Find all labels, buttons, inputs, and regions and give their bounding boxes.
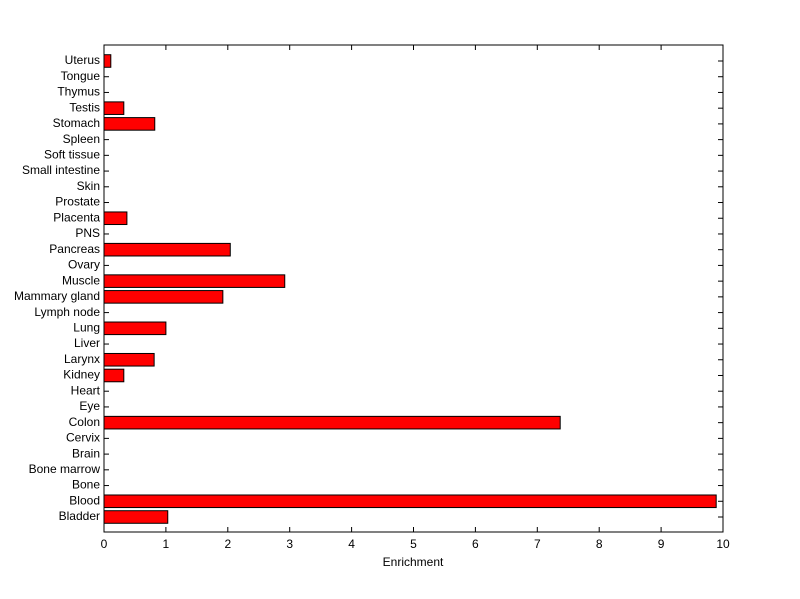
bar (103, 321, 167, 336)
y-tick-label: Stomach (53, 116, 100, 130)
bar (103, 274, 286, 288)
y-tick-label: Mammary gland (14, 289, 100, 303)
x-tick-label: 9 (658, 537, 665, 551)
y-tick-label: Ovary (68, 258, 100, 272)
bar (103, 494, 717, 509)
y-tick-label: Bladder (59, 509, 100, 523)
y-tick-label: Muscle (62, 273, 100, 287)
bar (103, 510, 169, 524)
x-tick-label: 10 (716, 537, 730, 551)
y-tick-label: Bone marrow (29, 462, 101, 476)
y-tick-label: Tongue (61, 69, 101, 83)
y-tick-label: Soft tissue (44, 148, 100, 162)
x-tick-label: 1 (163, 537, 170, 551)
x-tick-label: 0 (101, 537, 108, 551)
y-tick-label: Eye (79, 399, 100, 413)
y-tick-label: Small intestine (22, 163, 100, 177)
y-tick-label: Brain (72, 446, 100, 460)
x-tick-label: 8 (596, 537, 603, 551)
bar (103, 415, 561, 430)
y-tick-label: Bone (72, 478, 100, 492)
bar (103, 290, 224, 304)
x-tick-label: 5 (410, 537, 417, 551)
x-tick-label: 4 (348, 537, 355, 551)
y-tick-label: Spleen (63, 132, 100, 146)
y-tick-label: Placenta (53, 210, 100, 224)
x-tick-label: 6 (472, 537, 479, 551)
bar (103, 352, 155, 367)
x-tick-label: 3 (286, 537, 293, 551)
y-tick-label: Larynx (64, 352, 100, 366)
bar (103, 368, 125, 383)
y-tick-label: Pancreas (49, 242, 100, 256)
y-tick-label: Thymus (57, 85, 100, 99)
bar (103, 117, 156, 131)
y-tick-label: Cervix (66, 431, 100, 445)
x-tick-label: 7 (534, 537, 541, 551)
bar (103, 211, 128, 226)
y-tick-label: Blood (69, 493, 100, 507)
y-tick-label: Lymph node (34, 305, 100, 319)
y-tick-label: Heart (71, 383, 101, 397)
x-axis-label: Enrichment (383, 555, 444, 569)
x-tick-label: 2 (224, 537, 231, 551)
y-tick-label: Kidney (63, 368, 100, 382)
bar (103, 101, 125, 115)
y-tick-label: Prostate (55, 195, 100, 209)
bar (103, 54, 112, 68)
y-tick-label: Liver (74, 336, 100, 350)
plot-frame (103, 44, 724, 533)
y-tick-label: Skin (77, 179, 100, 193)
y-tick-label: Testis (69, 100, 100, 114)
y-tick-label: Colon (69, 415, 100, 429)
y-tick-label: PNS (75, 226, 100, 240)
y-tick-label: Uterus (65, 53, 100, 67)
bar (103, 242, 231, 257)
y-tick-label: Lung (73, 320, 100, 334)
